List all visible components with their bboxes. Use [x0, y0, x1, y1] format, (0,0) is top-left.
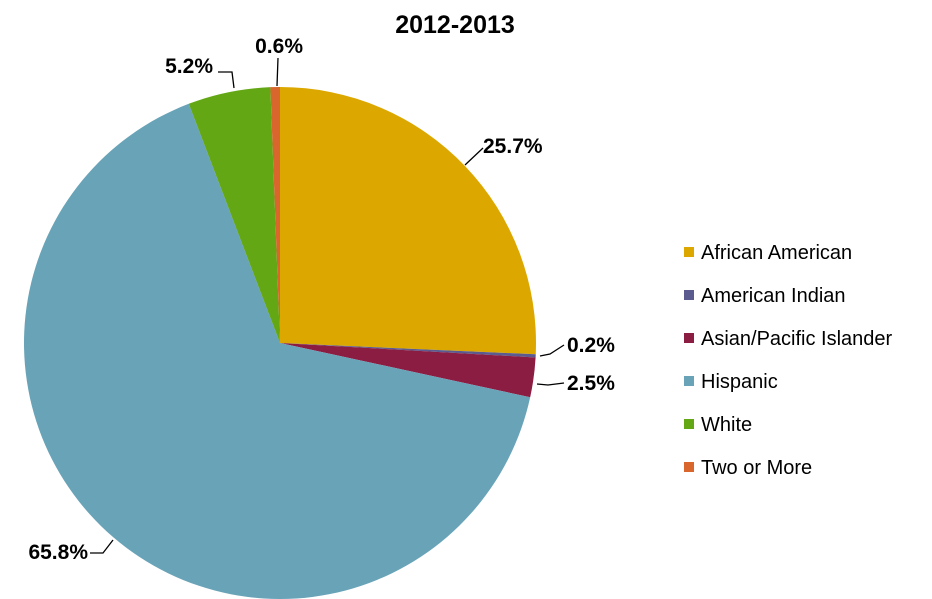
slice-white [188, 87, 280, 344]
leader-line-two-or-more [276, 57, 279, 87]
data-label-american-indian: 0.2% [567, 334, 615, 357]
leader-line-hispanic [90, 539, 114, 554]
data-label-african-american: 25.7% [483, 135, 543, 158]
slice-two-or-more [270, 87, 280, 343]
legend-swatch-two-or-more [684, 462, 694, 472]
data-label-white: 5.2% [165, 55, 213, 78]
leader-lines [90, 57, 565, 554]
legend-swatch-asian-pacific-islander [684, 333, 694, 343]
legend: African American American Indian Asian/Pac… [684, 242, 893, 479]
legend-swatch-hispanic [684, 376, 694, 386]
data-labels: 25.7% 0.2% 2.5% 65.8% 5.2% 0.6% [28, 35, 615, 564]
data-label-hispanic: 65.8% [28, 541, 88, 564]
slice-american-indian [280, 343, 536, 358]
legend-label-hispanic: Hispanic [701, 371, 778, 393]
legend-swatch-white [684, 419, 694, 429]
legend-swatch-african-american [684, 247, 694, 257]
legend-label-american-indian: American Indian [701, 285, 846, 307]
pie-slices [23, 87, 536, 599]
data-label-asian-pacific-islander: 2.5% [567, 372, 615, 395]
legend-label-asian-pacific-islander: Asian/Pacific Islander [701, 328, 893, 350]
slice-hispanic [23, 103, 531, 599]
legend-label-african-american: African American [701, 242, 852, 264]
legend-label-white: White [701, 414, 752, 436]
slice-asian-pacific-islander [280, 343, 536, 398]
legend-label-two-or-more: Two or More [701, 457, 812, 479]
data-label-two-or-more: 0.6% [255, 35, 303, 58]
leader-line-american-indian [539, 344, 565, 357]
leader-line-african-american [464, 147, 484, 166]
slice-african-american [280, 87, 536, 355]
leader-line-asian-pacific-islander [536, 382, 565, 386]
leader-line-white [218, 71, 235, 89]
chart-title: 2012-2013 [395, 11, 515, 39]
legend-swatch-american-indian [684, 290, 694, 300]
